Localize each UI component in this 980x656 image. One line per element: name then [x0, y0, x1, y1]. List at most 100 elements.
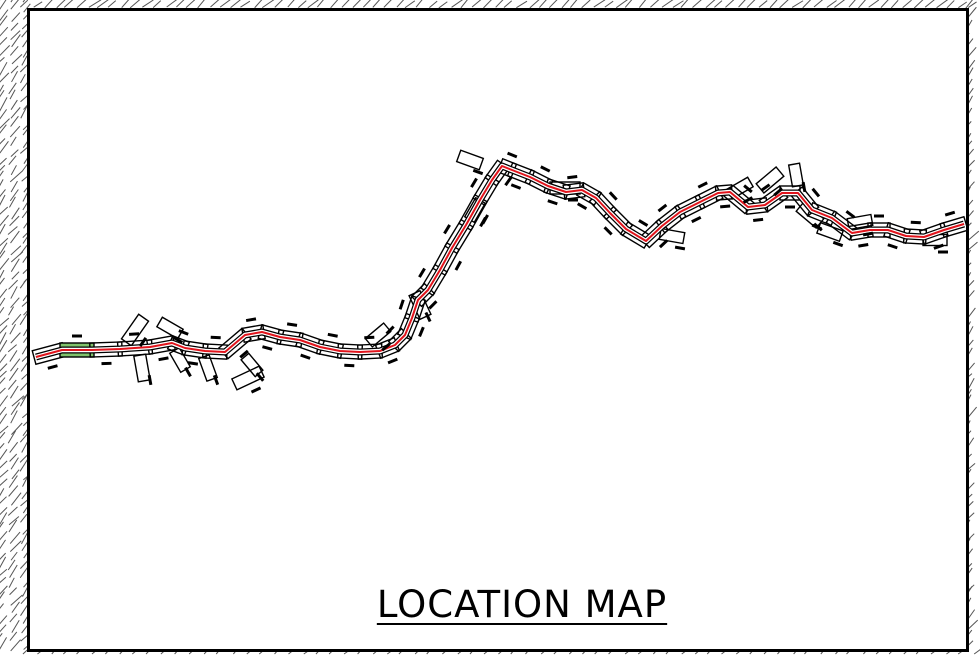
- sheet-label-mark: [147, 374, 153, 386]
- cross-street-sheet-box: [787, 162, 805, 188]
- hatch-stroke: [0, 521, 4, 528]
- hatch-stroke: [0, 214, 9, 227]
- sheet-label-mark: [128, 332, 140, 336]
- hatch-stroke: [680, 0, 689, 8]
- hatch-stroke: [8, 577, 15, 588]
- sheet-label-mark: [813, 222, 823, 232]
- cross-street-sheet-box: [155, 316, 185, 340]
- hatch-stroke: [10, 457, 19, 470]
- sheet-label-mark: [443, 224, 451, 235]
- hatch-stroke: [725, 0, 735, 8]
- hatch-stroke: [56, 0, 66, 9]
- hatch-stroke: [7, 430, 17, 444]
- hatch-stroke: [495, 0, 504, 8]
- hatch-stroke: [967, 1, 977, 9]
- sheet-label-mark: [210, 335, 221, 340]
- hatch-stroke: [396, 0, 405, 8]
- location-map-drawing: [31, 149, 966, 394]
- hatch-stroke: [10, 358, 21, 372]
- hatch-stroke: [274, 0, 283, 8]
- sheet-label-mark: [603, 226, 613, 236]
- sheet-label-mark: [187, 361, 199, 366]
- hatch-stroke: [10, 410, 18, 424]
- hatch-stroke: [9, 531, 21, 544]
- hatch-stroke: [0, 603, 4, 609]
- hatch-stroke: [0, 413, 8, 425]
- hatch-stroke: [287, 0, 295, 8]
- hatch-stroke: [8, 196, 16, 208]
- cross-street-sheet-box: [455, 149, 485, 171]
- hatch-stroke: [516, 0, 528, 9]
- hatch-stroke: [0, 138, 6, 145]
- sheet-label-mark: [418, 326, 425, 338]
- sheet-label-mark: [387, 357, 398, 365]
- hatch-stroke: [10, 594, 23, 606]
- sheet-label-mark: [385, 325, 395, 335]
- hatch-stroke: [362, 0, 371, 8]
- hatch-stroke: [0, 56, 5, 62]
- hatch-stroke: [129, 0, 141, 9]
- sheet-label-mark: [381, 342, 391, 352]
- hatch-stroke: [10, 30, 21, 41]
- hatch-stroke: [19, 392, 29, 407]
- sheet-label-mark: [638, 219, 649, 227]
- hatch-stroke: [9, 587, 17, 596]
- hatch-stroke: [219, 0, 231, 8]
- hatch-stroke: [20, 603, 29, 616]
- sheet-label-mark: [760, 183, 771, 192]
- hatch-stroke: [22, 587, 28, 597]
- hatch-stroke: [8, 519, 18, 533]
- sheet-label-mark: [184, 366, 192, 378]
- hatch-stroke: [261, 0, 275, 9]
- sheet-label-mark: [862, 231, 874, 237]
- sheet-label-mark: [933, 243, 944, 250]
- hatch-stroke: [936, 0, 949, 9]
- hatch-stroke: [451, 0, 463, 8]
- sheet-label-mark: [418, 267, 426, 278]
- hatch-stroke: [604, 0, 614, 8]
- hatch-stroke: [638, 0, 647, 8]
- sheet-label-mark: [454, 260, 463, 271]
- hatch-stroke: [758, 0, 768, 8]
- hatch-stroke: [624, 0, 633, 8]
- hatch-stroke: [254, 0, 263, 9]
- hatch-stroke: [230, 0, 241, 9]
- hatch-stroke: [0, 395, 9, 407]
- hatch-stroke: [0, 306, 5, 314]
- sheet-label-mark: [743, 184, 753, 194]
- hatch-stroke: [0, 507, 8, 516]
- sheet-label-mark: [944, 210, 956, 217]
- hatch-stroke: [11, 71, 18, 83]
- hatch-stroke: [19, 279, 27, 289]
- hatch-stroke: [10, 136, 17, 146]
- sheet-label-mark: [504, 176, 513, 187]
- hatch-stroke: [10, 149, 19, 157]
- hatch-stroke: [561, 0, 570, 9]
- hatch-stroke: [10, 258, 20, 272]
- cross-street-sheet-box: [133, 353, 151, 383]
- road-corridor-edge: [35, 162, 966, 361]
- hatch-stroke: [10, 245, 22, 256]
- hatch-stroke: [0, 591, 5, 599]
- hatch-stroke: [0, 377, 6, 385]
- hatch-stroke: [10, 332, 21, 344]
- hatch-stroke: [0, 568, 8, 576]
- sheet-label-mark: [101, 361, 112, 366]
- hatch-stroke: [9, 89, 16, 100]
- hatch-stroke: [8, 155, 17, 166]
- hatch-stroke: [9, 323, 16, 335]
- hatch-stroke: [10, 297, 20, 309]
- hatch-stroke: [10, 286, 18, 299]
- hatch-stroke: [0, 84, 4, 93]
- sheet-label-mark: [212, 374, 220, 386]
- hatch-stroke: [0, 431, 6, 439]
- hatch-stroke: [19, 0, 29, 8]
- sheet-label-mark: [540, 165, 551, 173]
- hatch-stroke: [471, 0, 482, 8]
- sheet-label-mark: [158, 356, 169, 362]
- hatch-stroke: [19, 457, 29, 472]
- sheet-labels: [47, 151, 956, 394]
- hatch-stroke: [11, 207, 20, 220]
- hatch-stroke: [503, 0, 513, 8]
- hatch-stroke: [858, 0, 866, 9]
